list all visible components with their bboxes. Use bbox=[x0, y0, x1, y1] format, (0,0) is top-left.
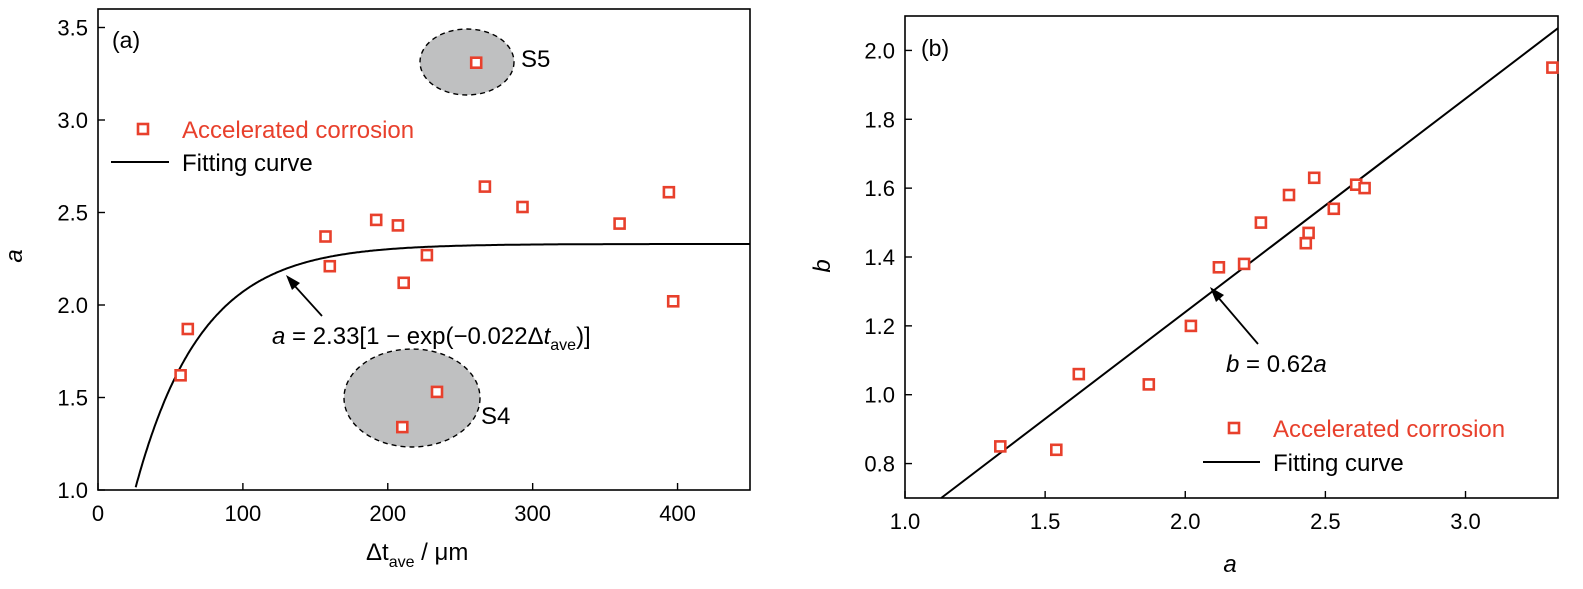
equation-arrow-a bbox=[286, 275, 323, 317]
data-point-b-2 bbox=[1072, 367, 1086, 381]
legend-points-label-b: Accelerated corrosion bbox=[1273, 416, 1505, 443]
y-tick-label-b-2: 1.2 bbox=[864, 314, 895, 339]
data-point-b-14 bbox=[1358, 181, 1371, 195]
x-tick-label-b-4: 3.0 bbox=[1450, 509, 1481, 534]
data-point-b-10 bbox=[1302, 226, 1315, 240]
x-tick-label-a-3: 300 bbox=[514, 501, 551, 526]
legend-marker-b bbox=[1227, 421, 1241, 435]
data-point-a-12 bbox=[666, 294, 680, 308]
x-tick-label-b-2: 2.0 bbox=[1170, 509, 1201, 534]
data-point-a-5 bbox=[391, 219, 405, 232]
y-ticks-b: 0.8 1.0 1.2 1.4 1.6 1.8 2.0 bbox=[864, 38, 912, 477]
data-point-a-1 bbox=[181, 322, 195, 336]
x-tick-label-a-1: 100 bbox=[225, 501, 262, 526]
y-tick-label-b-1: 1.0 bbox=[864, 383, 895, 408]
s5-ellipse bbox=[419, 28, 515, 96]
panel-a: 0 100 200 300 400 1.01.52.02.53.03.5 (a) S5 … bbox=[1, 8, 751, 571]
data-point-b-6 bbox=[1237, 257, 1251, 271]
panel-label-b: (b) bbox=[921, 35, 949, 61]
y-tick-label-a-4: 3.0 bbox=[57, 108, 88, 133]
data-point-b-4 bbox=[1184, 319, 1198, 333]
legend-line-label-a: Fitting curve bbox=[182, 150, 313, 177]
data-point-b-11 bbox=[1307, 171, 1321, 185]
data-point-b-3 bbox=[1142, 378, 1156, 391]
legend-line-label-b: Fitting curve bbox=[1273, 450, 1404, 477]
x-axis-label-b: a bbox=[1223, 551, 1236, 578]
data-point-a-10 bbox=[613, 217, 626, 230]
data-points-a bbox=[174, 56, 680, 434]
equation-b: b = 0.62a bbox=[1226, 351, 1327, 378]
x-tick-label-a-0: 0 bbox=[92, 501, 104, 526]
y-axis-label-b: b bbox=[809, 259, 836, 272]
y-axis-label-a: a bbox=[1, 249, 28, 262]
equation-a: a = 2.33[1 − exp(−0.022Δtave)] bbox=[272, 323, 591, 354]
y-tick-label-b-0: 0.8 bbox=[864, 452, 895, 477]
panel-label-a: (a) bbox=[112, 27, 140, 53]
fitting-curve-a bbox=[134, 243, 750, 488]
data-point-a-6 bbox=[397, 276, 411, 290]
panel-b: 1.0 1.5 2.0 2.5 3.0 0.8 1.0 1.2 1.4 1.6 1.8 2.0 (b… bbox=[809, 15, 1559, 578]
data-point-a-11 bbox=[662, 185, 676, 199]
legend-marker-a bbox=[136, 122, 150, 136]
data-point-a-8 bbox=[478, 180, 492, 193]
legend-points-label-a: Accelerated corrosion bbox=[182, 117, 414, 144]
y-tick-label-b-4: 1.6 bbox=[864, 176, 895, 201]
y-tick-label-b-5: 1.8 bbox=[864, 107, 895, 132]
y-tick-label-a-1: 1.5 bbox=[57, 386, 88, 411]
data-points-b bbox=[993, 61, 1559, 457]
s4-ellipse bbox=[343, 348, 481, 448]
x-tick-label-b-1: 1.5 bbox=[1030, 509, 1061, 534]
y-tick-label-b-3: 1.4 bbox=[864, 245, 895, 270]
data-point-a-14 bbox=[395, 420, 409, 434]
data-point-a-9 bbox=[516, 200, 529, 214]
data-point-b-1 bbox=[1050, 443, 1063, 457]
y-ticks-a: 1.0 1.5 2.0 2.5 3.0 3.5 bbox=[57, 16, 105, 503]
data-point-a-0 bbox=[174, 368, 187, 382]
x-ticks-a: 0 100 200 300 400 bbox=[92, 483, 696, 526]
data-point-a-2 bbox=[319, 230, 332, 243]
data-point-a-3 bbox=[323, 259, 337, 273]
y-tick-label-a-3: 2.5 bbox=[57, 201, 88, 226]
data-point-b-12 bbox=[1327, 202, 1341, 216]
x-tick-label-b-3: 2.5 bbox=[1310, 509, 1341, 534]
data-point-b-8 bbox=[1282, 188, 1296, 202]
data-point-a-15 bbox=[430, 385, 444, 399]
data-point-a-13 bbox=[469, 56, 483, 70]
data-point-a-4 bbox=[369, 213, 383, 227]
y-tick-label-b-6: 2.0 bbox=[864, 38, 895, 63]
x-tick-label-b-0: 1.0 bbox=[890, 509, 921, 534]
x-ticks-b: 1.0 1.5 2.0 2.5 3.0 bbox=[890, 491, 1481, 534]
s4-label: S4 bbox=[481, 403, 510, 430]
data-point-b-5 bbox=[1212, 260, 1226, 274]
data-point-b-0 bbox=[993, 440, 1007, 453]
y-tick-label-a-5: 3.5 bbox=[57, 16, 88, 41]
plot-frame-a bbox=[97, 8, 751, 491]
data-point-b-15 bbox=[1546, 61, 1559, 74]
x-tick-label-a-4: 400 bbox=[659, 501, 696, 526]
s5-label: S5 bbox=[521, 46, 550, 73]
x-axis-label-a: Δtave / μm bbox=[366, 539, 468, 571]
data-point-b-7 bbox=[1254, 216, 1268, 229]
data-point-a-7 bbox=[420, 248, 434, 262]
x-tick-label-a-2: 200 bbox=[369, 501, 406, 526]
data-point-b-9 bbox=[1299, 236, 1313, 250]
y-tick-label-a-0: 1.0 bbox=[57, 478, 88, 503]
y-tick-label-a-2: 2.0 bbox=[57, 293, 88, 318]
equation-arrow-b bbox=[1210, 287, 1259, 345]
